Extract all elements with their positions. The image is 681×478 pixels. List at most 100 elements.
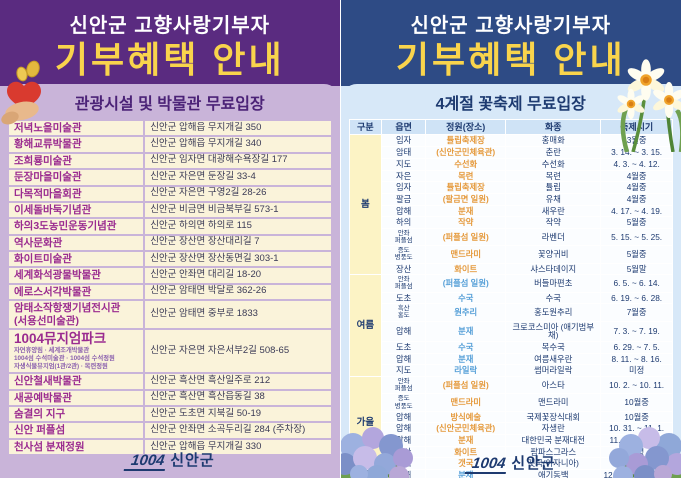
table-row: 세계화석광물박물관 신안군 안좌면 대리길 18-20 xyxy=(9,268,331,283)
table-row: 하의3도농민운동기념관 신안군 하의면 하의로 115 xyxy=(9,219,331,234)
town-cell: 안좌 퍼플섬 xyxy=(381,376,427,395)
town-cell: 압해 xyxy=(381,434,427,447)
date-cell: 6. 5. ~ 6. 14. xyxy=(600,274,673,293)
garden-cell: 맨드라미 xyxy=(425,245,507,264)
museum-address-cell: 신안군 암태면 박달로 362-26 xyxy=(145,284,331,300)
museum-name-cell: 1004뮤지엄파크 자연휴양림 · 세계조개박물관 1004섬 수석미술관 · 10… xyxy=(9,329,144,373)
date-cell: 5월말 xyxy=(600,262,673,276)
poster-title-line2: 기부혜택 안내 xyxy=(54,39,285,80)
garden-cell: 방식예술 xyxy=(425,410,507,424)
museum-name: 천사섬 분재정원 xyxy=(14,440,85,453)
museum-name-cell: 저녁노을미술관 xyxy=(9,121,144,136)
town-cell: 암태 xyxy=(381,146,427,159)
garden-cell: (신안군민체육관) xyxy=(425,146,507,159)
flower-cell: 유채 xyxy=(505,192,602,206)
museum-address-cell: 신안군 비금면 비금북부길 573-1 xyxy=(145,202,331,218)
museum-name-cell: 조희룡미술관 xyxy=(9,153,144,169)
flower-cell: 홍매화 xyxy=(505,134,602,148)
museum-name: 하의3도농민운동기념관 xyxy=(14,220,117,233)
garden-cell: 분재 xyxy=(425,434,507,447)
date-cell: 4. 17. ~ 4. 19. xyxy=(600,204,673,218)
town-cell: 지도 xyxy=(381,364,427,378)
museum-name: 화이트미술관 xyxy=(14,253,72,265)
date-cell: 8. 11. ~ 8. 16. xyxy=(600,352,673,366)
date-cell: 10. 31. ~ 11. 1. xyxy=(600,422,673,436)
museum-name: 저녁노을미술관 xyxy=(14,122,82,134)
date-cell: 4월중 xyxy=(600,192,673,206)
date-cell: 5월중 xyxy=(600,245,673,264)
table-row: 압해 분재 여름새우란 8. 11. ~ 8. 16. xyxy=(349,352,673,366)
date-cell: 4. 3. ~ 4. 12. xyxy=(600,157,673,171)
table-row: 지도 라일락 썸머라일락 미정 xyxy=(349,364,673,378)
town-cell: 하의 xyxy=(381,216,427,230)
table-row: 도초 수국 수국 6. 19. ~ 6. 28. xyxy=(349,291,673,305)
museum-name-cell: 화이트미술관 xyxy=(9,252,144,267)
left-header: 신안군 고향사랑기부자 기부혜택 안내 xyxy=(0,0,340,86)
museum-name: 이세돌바둑기념관 xyxy=(14,203,92,216)
flower-cell: 대한민국 분재대전 xyxy=(505,434,602,447)
museum-name: 역사문화관 xyxy=(14,236,63,249)
museum-name-cell: 세계화석광물박물관 xyxy=(9,268,144,283)
town-cell: 장산 xyxy=(381,262,427,276)
festival-table-body: 봄 임자 튤립축제장 홍매화 3월중 암태 (신안군민체육관) 춘란 3. 14. ~ 3. 1… xyxy=(348,134,673,478)
museum-name: 신안 퍼플섬 xyxy=(14,424,66,437)
left-poster-panel: 신안군 고향사랑기부자 기부혜택 안내 관광시설 및 박물관 무료입장 저녁노을… xyxy=(0,0,341,478)
date-cell: 7. 3. ~ 7. 19. xyxy=(600,320,673,343)
table-row: 저녁노을미술관 신안군 압해읍 무지개길 350 xyxy=(9,121,331,136)
flower-cell: 수국 xyxy=(505,291,602,305)
flower-cell: 버들마편초 xyxy=(505,274,602,293)
column-header: 화종 xyxy=(505,118,602,136)
date-cell: 11. 6. ~ 11. 10. xyxy=(600,434,673,447)
date-cell: 10월중 xyxy=(600,393,673,412)
table-row: 압해 분재 크로코스미아 (애기범부채) 7. 3. ~ 7. 19. xyxy=(349,320,673,343)
logo-county-name: 신안군 xyxy=(170,452,215,469)
flower-cell: 크로코스미아 (애기범부채) xyxy=(505,320,602,343)
museum-address-cell: 신안군 압해읍 무지개길 330 xyxy=(145,439,331,455)
flower-cell: 꽃양귀비 xyxy=(505,245,602,264)
table-row: 황해교류박물관 신안군 압해읍 무지개길 340 xyxy=(9,137,331,152)
table-row: 여름 안좌 퍼플섬 (퍼플섬 일원) 버들마편초 6. 5. ~ 6. 14. xyxy=(348,274,673,378)
table-row: 압해 (신안군민체육관) 자생란 10. 31. ~ 11. 1. xyxy=(349,422,673,436)
museum-name-cell: 천사섬 분재정원 xyxy=(9,439,144,455)
table-row: 신안철새박물관 신안군 흑산면 흑산일주로 212 xyxy=(9,374,331,389)
table-row: 흑산 홍도 원추리 홍도원추리 7월중 xyxy=(349,303,673,322)
museum-name: 1004뮤지엄파크 xyxy=(14,330,107,346)
garden-cell: (퍼플섬 일원) xyxy=(425,228,507,247)
table-row: 역사문화관 신안군 장산면 장산대리길 7 xyxy=(9,235,331,250)
museum-address-cell: 신안군 자은면 구영2길 28-26 xyxy=(145,186,331,201)
date-cell: 3월중 xyxy=(600,134,673,148)
table-row: 암태 (신안군민체육관) 춘란 3. 14. ~ 3. 15. xyxy=(349,146,673,159)
garden-cell: 화이트 xyxy=(425,262,507,276)
table-row: 봄 임자 튤립축제장 홍매화 3월중 xyxy=(348,134,673,276)
garden-cell: (신안군민체육관) xyxy=(425,422,507,436)
museum-name-cell: 에로스서각박물관 xyxy=(9,284,144,300)
museum-name: 세계화석광물박물관 xyxy=(14,269,101,282)
town-cell: 팔금 xyxy=(381,192,427,206)
town-cell: 압해 xyxy=(381,422,427,436)
museum-section-title: 관광시설 및 박물관 무료입장 xyxy=(74,96,265,113)
date-cell: 10. 2. ~ 10. 11. xyxy=(600,376,673,395)
museum-sub-item: 1004섬 수석미술관 · 1004섬 수석정원 xyxy=(14,354,115,362)
date-cell: 4월중 xyxy=(600,169,673,183)
garden-cell: 갯국 xyxy=(425,457,507,471)
flower-cell: 춘란 xyxy=(505,146,602,159)
date-cell: 5월중 xyxy=(600,216,673,230)
museum-address-cell: 신안군 장산면 장산대리길 7 xyxy=(145,235,331,250)
museum-name-cell: 이세돌바둑기념관 xyxy=(9,202,144,218)
flower-cell: 썸머라일락 xyxy=(505,364,602,378)
right-poster-panel: 신안군 고향사랑기부자 기부혜택 안내 4계절 꽃축제 무료입장 구분 읍면 정원(… xyxy=(340,0,681,478)
museum-name-cell: 새공예박물관 xyxy=(9,390,144,406)
museum-address-cell: 신안군 압해읍 무지개길 340 xyxy=(145,137,331,152)
museum-address-cell: 신안군 흑산면 흑산읍동길 38 xyxy=(145,390,331,406)
flower-cell: 자생란 xyxy=(505,422,602,436)
museum-name: 둔장마을미술관 xyxy=(14,171,82,184)
flower-cell: 작약 xyxy=(505,216,602,230)
table-row: 장산 화이트 샤스타데이지 5월말 xyxy=(349,262,673,276)
town-cell: 안좌 퍼플섬 xyxy=(381,274,427,293)
museum-name-cell: 역사문화관 xyxy=(9,235,144,250)
date-cell: 4월중 xyxy=(600,181,673,194)
town-cell: 임자 xyxy=(381,134,427,148)
flower-cell: 새우란 xyxy=(505,204,602,218)
museum-name-cell: 신안철새박물관 xyxy=(9,374,144,389)
flower-cell: 애기동백 xyxy=(505,469,602,478)
